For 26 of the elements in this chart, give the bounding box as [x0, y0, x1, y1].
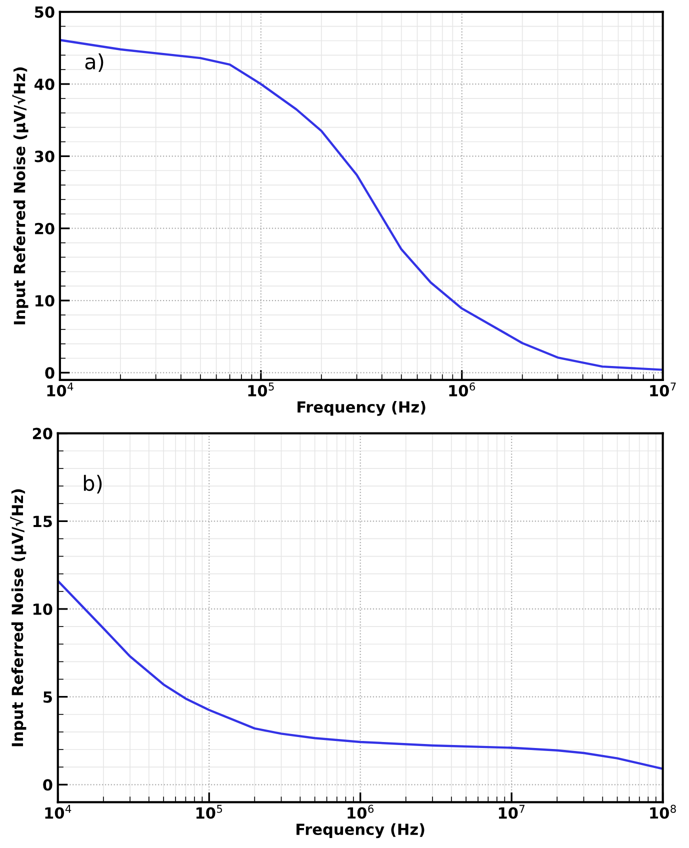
y-axis-title: Input Referred Noise (µV/√Hz): [12, 67, 28, 324]
y-tick-label: 20: [32, 428, 52, 440]
x-tick-label: 10$^{7}$: [650, 382, 676, 396]
annotation: b): [84, 474, 102, 494]
y-tick-label: 30: [34, 150, 54, 162]
x-tick-label: 10$^{5}$: [248, 382, 274, 396]
y-tick-label: 0: [43, 779, 52, 791]
y-tick-label: 20: [35, 222, 54, 234]
x-tick-label: 10$^{5}$: [196, 804, 222, 819]
x-tick-label: 10$^{8}$: [650, 804, 676, 819]
y-tick-label: 50: [35, 6, 54, 18]
y-tick-label: 5: [44, 691, 52, 703]
x-tick-label: 10$^{6}$: [348, 804, 374, 819]
y-tick-label: 10: [36, 294, 54, 307]
x-axis-title: Frequency (Hz): [298, 400, 426, 416]
x-tick-label: 10$^{6}$: [449, 382, 476, 396]
x-tick-label: 10$^{4}$: [47, 382, 74, 396]
x-axis-title: Frequency (Hz): [296, 823, 424, 838]
y-tick-label: 10: [33, 603, 52, 616]
y-axis-title: Input Referred Noise (µV/√Hz): [10, 489, 26, 746]
y-tick-label: 15: [33, 516, 52, 528]
annotation: a): [85, 53, 104, 72]
y-tick-label: 40: [34, 78, 54, 90]
x-tick-label: 10$^{4}$: [45, 804, 72, 819]
y-tick-label: 0: [45, 367, 54, 379]
x-tick-label: 10$^{7}$: [498, 804, 525, 819]
